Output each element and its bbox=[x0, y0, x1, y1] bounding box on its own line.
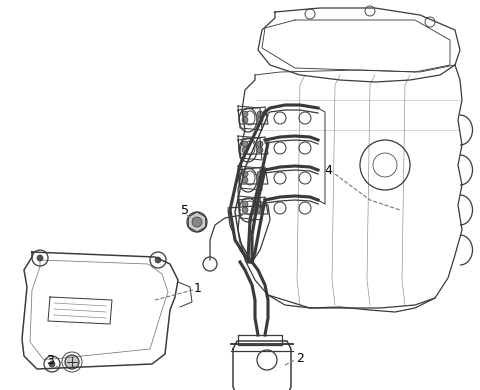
Text: 1: 1 bbox=[194, 282, 202, 294]
Text: 4: 4 bbox=[324, 163, 332, 177]
Circle shape bbox=[192, 217, 202, 227]
Text: 5: 5 bbox=[181, 204, 189, 216]
Circle shape bbox=[257, 171, 263, 177]
Circle shape bbox=[155, 257, 161, 263]
Circle shape bbox=[242, 111, 248, 117]
Circle shape bbox=[49, 361, 55, 367]
Circle shape bbox=[257, 111, 263, 117]
Circle shape bbox=[257, 177, 263, 183]
Circle shape bbox=[257, 117, 263, 123]
Text: 2: 2 bbox=[296, 351, 304, 365]
Circle shape bbox=[242, 207, 248, 213]
Circle shape bbox=[187, 212, 207, 232]
Text: 3: 3 bbox=[46, 353, 54, 367]
Circle shape bbox=[65, 355, 79, 369]
Circle shape bbox=[242, 141, 248, 147]
Circle shape bbox=[242, 201, 248, 207]
Circle shape bbox=[37, 255, 43, 261]
Circle shape bbox=[257, 207, 263, 213]
Circle shape bbox=[257, 141, 263, 147]
Circle shape bbox=[242, 177, 248, 183]
Circle shape bbox=[242, 147, 248, 153]
Circle shape bbox=[242, 171, 248, 177]
Circle shape bbox=[257, 147, 263, 153]
Circle shape bbox=[242, 117, 248, 123]
Circle shape bbox=[257, 201, 263, 207]
